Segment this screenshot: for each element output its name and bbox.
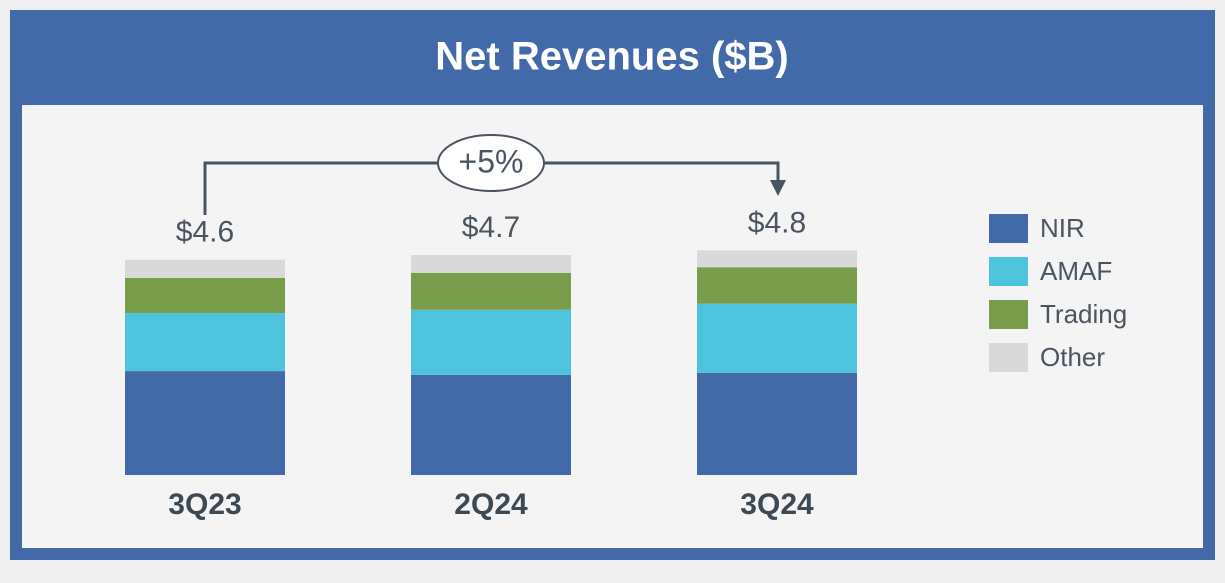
legend-swatch <box>989 343 1028 372</box>
x-tick-label: 3Q24 <box>740 488 814 521</box>
bar-segment <box>125 313 285 372</box>
bar-segment <box>411 255 571 273</box>
total-label: $4.8 <box>748 206 806 239</box>
bar-segment <box>411 309 571 375</box>
bar-segment <box>697 303 857 373</box>
legend-label: Trading <box>1040 299 1127 329</box>
bar-segment <box>411 374 571 475</box>
bracket <box>544 161 780 182</box>
x-tick-label: 3Q23 <box>168 488 241 521</box>
legend-label: NIR <box>1040 213 1085 243</box>
arrow-head <box>770 180 786 196</box>
bar-segment <box>125 277 285 314</box>
annotation: +5% <box>459 143 524 179</box>
bar-segment <box>411 272 571 310</box>
total-label: $4.7 <box>462 211 520 244</box>
bar-segment <box>125 259 285 278</box>
bar-segment <box>697 267 857 304</box>
annotation-bubble <box>437 134 545 192</box>
bar-segment <box>125 371 285 475</box>
legend-swatch <box>989 214 1028 243</box>
chart-title: Net Revenues ($B) <box>435 35 788 79</box>
legend-label: AMAF <box>1040 256 1112 286</box>
x-tick-label: 2Q24 <box>454 488 528 521</box>
legend-label: Other <box>1040 342 1105 372</box>
legend-swatch <box>989 257 1028 286</box>
bar-segment <box>697 372 857 475</box>
bar-segment <box>697 250 857 268</box>
bracket <box>203 161 438 215</box>
legend-swatch <box>989 300 1028 329</box>
total-label: $4.6 <box>176 216 234 249</box>
